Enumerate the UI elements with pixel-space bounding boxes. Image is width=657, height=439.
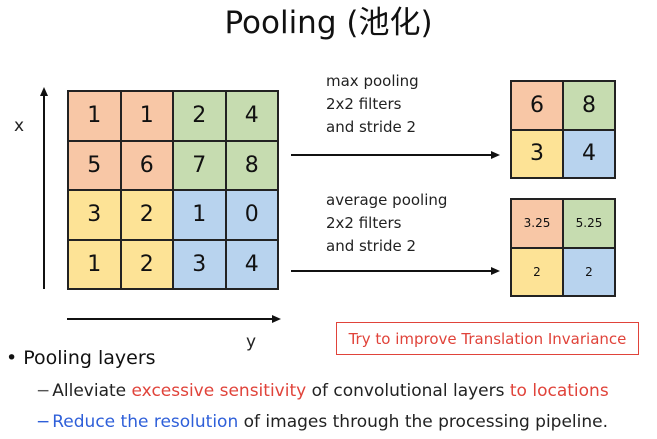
- input-cell: 0: [225, 190, 278, 240]
- sub1-pre: Alleviate: [52, 381, 132, 401]
- average-output-cell: 2: [563, 247, 615, 296]
- max-output-cell: 6: [511, 81, 563, 130]
- translation-invariance-callout: Try to improve Translation Invariance: [336, 322, 639, 355]
- sub2-highlight-resolution: Reduce the resolution: [52, 412, 239, 432]
- sub1-highlight-sensitivity: excessive sensitivity: [131, 381, 307, 401]
- horizontal-axis-line: [67, 318, 273, 320]
- max-pooling-output: 6 8 3 4: [510, 80, 616, 179]
- input-cell: 5: [68, 140, 121, 190]
- input-cell: 3: [173, 239, 226, 289]
- vertical-axis-line: [43, 95, 45, 289]
- sub-bullet-sensitivity: − Alleviate excessive sensitivity of conv…: [36, 379, 609, 403]
- vertical-axis-arrowhead: [40, 87, 48, 96]
- average-output-cell: 3.25: [511, 199, 563, 248]
- average-pooling-filter: 2x2 filters: [326, 214, 402, 232]
- max-pooling-title: max pooling: [326, 72, 419, 90]
- max-output-cell: 4: [563, 129, 615, 178]
- input-matrix: 1 1 2 4 5 6 7 8 3 2 1 0 1 2 3 4: [67, 90, 279, 290]
- input-cell: 4: [225, 91, 278, 141]
- dash-marker: −: [36, 381, 51, 401]
- average-output-cell: 2: [511, 247, 563, 296]
- x-axis-label: x: [14, 116, 25, 136]
- page-title: Pooling (池化): [224, 5, 433, 41]
- average-pooling-description: average pooling 2x2 filters and stride 2: [326, 189, 447, 258]
- input-cell: 2: [120, 239, 173, 289]
- input-cell: 1: [173, 190, 226, 240]
- max-output-cell: 8: [563, 81, 615, 130]
- dash-marker: −: [36, 412, 51, 432]
- average-pooling-arrow-line: [291, 270, 492, 272]
- sub1-highlight-locations: to locations: [509, 381, 609, 401]
- horizontal-axis-arrowhead: [272, 315, 281, 323]
- input-cell: 1: [68, 91, 121, 141]
- input-cell: 3: [68, 190, 121, 240]
- max-pooling-description: max pooling 2x2 filters and stride 2: [326, 70, 419, 139]
- average-pooling-title: average pooling: [326, 191, 448, 209]
- input-cell: 4: [225, 239, 278, 289]
- average-pooling-stride: and stride 2: [326, 237, 417, 255]
- sub2-post: of images through the processing pipelin…: [238, 412, 609, 432]
- bullet-pooling-layers: • Pooling layers: [6, 345, 156, 371]
- input-cell: 1: [68, 239, 121, 289]
- input-cell: 8: [225, 140, 278, 190]
- average-pooling-output: 3.25 5.25 2 2: [510, 198, 616, 297]
- average-output-cell: 5.25: [563, 199, 615, 248]
- max-pooling-arrow-line: [291, 154, 492, 156]
- average-pooling-arrowhead: [491, 267, 500, 275]
- y-axis-label: y: [246, 332, 257, 352]
- max-pooling-arrowhead: [491, 151, 500, 159]
- max-output-cell: 3: [511, 129, 563, 178]
- bullet-main-text: Pooling layers: [23, 347, 156, 369]
- sub1-mid: of convolutional layers: [306, 381, 510, 401]
- input-cell: 7: [173, 140, 226, 190]
- max-pooling-stride: and stride 2: [326, 118, 417, 136]
- sub-bullet-resolution: − Reduce the resolution of images through…: [36, 410, 608, 434]
- input-cell: 1: [120, 91, 173, 141]
- input-cell: 2: [173, 91, 226, 141]
- max-pooling-filter: 2x2 filters: [326, 95, 402, 113]
- input-cell: 6: [120, 140, 173, 190]
- bullet-dot: •: [6, 347, 24, 369]
- input-cell: 2: [120, 190, 173, 240]
